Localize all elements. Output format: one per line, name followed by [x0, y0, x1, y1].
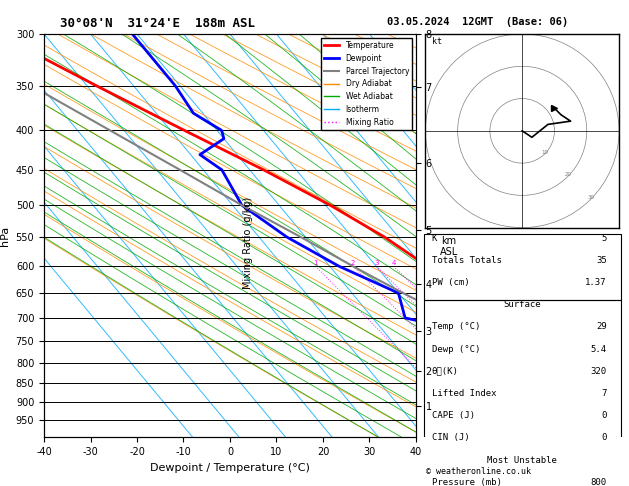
Text: 5: 5: [601, 234, 606, 243]
Text: θᴄ(K): θᴄ(K): [431, 367, 459, 376]
Text: 0: 0: [601, 434, 606, 442]
Text: Surface: Surface: [503, 300, 541, 309]
Text: Mixing Ratio (g/kg): Mixing Ratio (g/kg): [243, 197, 253, 289]
Text: 35: 35: [596, 256, 606, 265]
Text: 30°08'N  31°24'E  188m ASL: 30°08'N 31°24'E 188m ASL: [60, 17, 255, 30]
Text: PW (cm): PW (cm): [431, 278, 469, 287]
Text: CAPE (J): CAPE (J): [431, 411, 475, 420]
Text: K: K: [431, 234, 437, 243]
Text: Pressure (mb): Pressure (mb): [431, 478, 501, 486]
Text: Temp (°C): Temp (°C): [431, 322, 480, 331]
Text: 1.37: 1.37: [585, 278, 606, 287]
Text: 1: 1: [313, 260, 318, 266]
Text: Totals Totals: Totals Totals: [431, 256, 501, 265]
Text: Dewp (°C): Dewp (°C): [431, 345, 480, 354]
Text: 29: 29: [596, 322, 606, 331]
Text: 2: 2: [351, 260, 355, 266]
Text: CIN (J): CIN (J): [431, 434, 469, 442]
Y-axis label: hPa: hPa: [0, 226, 10, 246]
Bar: [424, 300, 621, 455]
Bar: [424, 455, 621, 486]
Text: 7: 7: [601, 389, 606, 398]
Text: Lifted Index: Lifted Index: [431, 389, 496, 398]
Text: 3: 3: [374, 260, 379, 266]
Legend: Temperature, Dewpoint, Parcel Trajectory, Dry Adiabat, Wet Adiabat, Isotherm, Mi: Temperature, Dewpoint, Parcel Trajectory…: [321, 38, 412, 130]
Text: 0: 0: [601, 411, 606, 420]
Text: 320: 320: [591, 367, 606, 376]
Text: © weatheronline.co.uk: © weatheronline.co.uk: [426, 467, 530, 476]
Text: Most Unstable: Most Unstable: [487, 455, 557, 465]
Text: 4: 4: [391, 260, 396, 266]
X-axis label: Dewpoint / Temperature (°C): Dewpoint / Temperature (°C): [150, 463, 310, 473]
Bar: [424, 234, 621, 300]
Text: 03.05.2024  12GMT  (Base: 06): 03.05.2024 12GMT (Base: 06): [387, 17, 569, 27]
Text: 5.4: 5.4: [591, 345, 606, 354]
Text: 800: 800: [591, 478, 606, 486]
Y-axis label: km
ASL: km ASL: [440, 236, 458, 257]
